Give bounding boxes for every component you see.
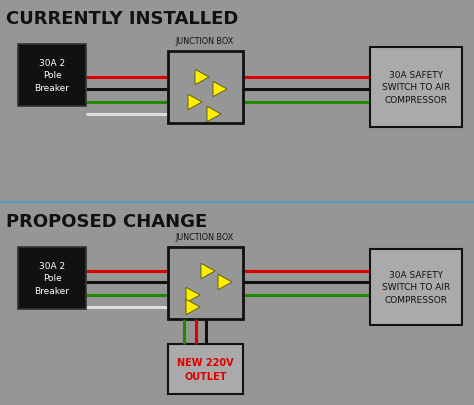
- Bar: [168, 247, 243, 319]
- Text: JUNCTION BOX: JUNCTION BOX: [176, 232, 234, 241]
- Bar: [370, 249, 462, 325]
- Polygon shape: [201, 264, 215, 279]
- Polygon shape: [213, 82, 227, 98]
- Bar: [168, 344, 243, 394]
- Text: PROPOSED CHANGE: PROPOSED CHANGE: [6, 213, 207, 230]
- Text: 30A SAFETY
SWITCH TO AIR
COMPRESSOR: 30A SAFETY SWITCH TO AIR COMPRESSOR: [382, 270, 450, 304]
- Polygon shape: [186, 288, 200, 303]
- Polygon shape: [186, 300, 200, 315]
- Bar: [168, 52, 243, 124]
- Bar: [18, 45, 86, 107]
- Text: CURRENTLY INSTALLED: CURRENTLY INSTALLED: [6, 10, 238, 28]
- Text: JUNCTION BOX: JUNCTION BOX: [176, 37, 234, 46]
- Polygon shape: [218, 275, 232, 290]
- Bar: [18, 247, 86, 309]
- Polygon shape: [207, 107, 221, 122]
- Text: NEW 220V
OUTLET: NEW 220V OUTLET: [177, 357, 234, 381]
- Text: 30A SAFETY
SWITCH TO AIR
COMPRESSOR: 30A SAFETY SWITCH TO AIR COMPRESSOR: [382, 71, 450, 105]
- Text: 30A 2
Pole
Breaker: 30A 2 Pole Breaker: [35, 261, 70, 295]
- Polygon shape: [188, 95, 202, 111]
- Bar: [370, 48, 462, 128]
- Text: 30A 2
Pole
Breaker: 30A 2 Pole Breaker: [35, 59, 70, 93]
- Polygon shape: [195, 70, 209, 85]
